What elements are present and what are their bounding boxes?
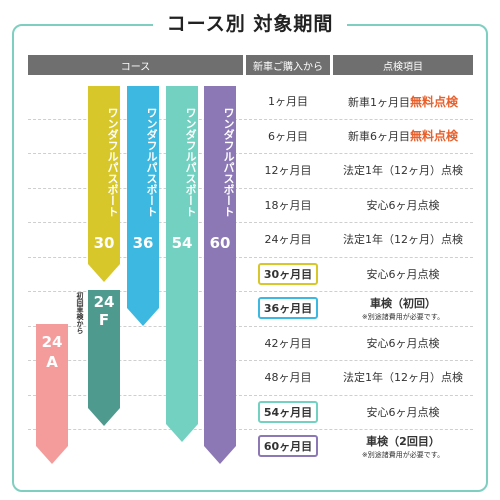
page-title-overlay: コース別 対象期間 <box>152 8 348 36</box>
row-item: 法定1年（12ヶ月）点検 <box>343 233 463 246</box>
header-course: コース <box>28 55 243 75</box>
side-note: 初回車検から <box>76 292 84 334</box>
row-divider <box>28 325 473 327</box>
row-item-cell: 安心6ヶ月点検 <box>333 257 473 291</box>
row-month: 6ヶ月目 <box>268 129 308 143</box>
row-highlight: 無料点検 <box>409 129 458 143</box>
course-36-number: 36 <box>132 234 154 252</box>
row-month-cell: 30ヶ月目 <box>246 257 330 291</box>
row-item: 車検（2回目） <box>366 434 440 448</box>
row-item: 安心6ヶ月点検 <box>366 198 440 212</box>
header-purchase: 新車ご購入から <box>246 55 330 75</box>
row-item-cell: 法定1年（12ヶ月）点検 <box>333 153 473 187</box>
course-54-label: ワンダフルパスポート <box>184 107 197 217</box>
row-month: 42ヶ月目 <box>264 336 312 350</box>
row-item-line: 新車6ヶ月目無料点検 <box>348 127 458 144</box>
row-item-line: 安心6ヶ月点検 <box>367 404 440 420</box>
row-divider <box>28 291 473 292</box>
row-item-cell: 新車1ヶ月目無料点検 <box>333 84 473 118</box>
arrow-60-shape <box>204 86 236 464</box>
row-item-line: 車検（初回） <box>370 295 436 311</box>
course-arrow-60: ワンダフルパスポート 60 <box>204 86 236 464</box>
row-item: 車検（初回） <box>370 296 436 310</box>
row-divider <box>28 429 473 430</box>
row-month-cell: 60ヶ月目 <box>246 429 330 463</box>
row-divider <box>28 118 473 120</box>
row-note: ※別途諸費用が必要です。 <box>361 312 445 321</box>
row-item-line: 法定1年（12ヶ月）点検 <box>343 369 463 385</box>
course-60-label: ワンダフルパスポート <box>222 107 235 217</box>
row-divider <box>28 256 473 258</box>
row-item-line: 法定1年（12ヶ月）点検 <box>343 231 463 247</box>
row-month-cell: 24ヶ月目 <box>246 222 330 256</box>
row-highlight: 無料点検 <box>409 94 458 109</box>
row-month: 1ヶ月目 <box>268 95 308 108</box>
row-item: 法定1年（12ヶ月）点検 <box>343 371 463 384</box>
row-item: 安心6ヶ月点検 <box>366 336 440 350</box>
arrow-30-shape <box>88 86 120 282</box>
course-arrow-54: ワンダフルパスポート 54 <box>166 86 198 442</box>
row-month-cell: 42ヶ月目 <box>246 326 330 360</box>
row-item-cell: 車検（2回目） ※別途諸費用が必要です。 <box>333 429 473 463</box>
row-month-cell: 36ヶ月目 <box>246 291 330 325</box>
arrow-24f-shape <box>88 290 120 426</box>
course-24a-number-line2: A <box>46 353 58 371</box>
row-item-cell: 法定1年（12ヶ月）点検 <box>333 222 473 256</box>
row-item-cell: 法定1年（12ヶ月）点検 <box>333 360 473 394</box>
row-item-cell: 安心6ヶ月点検 <box>333 395 473 429</box>
row-divider <box>28 153 473 154</box>
row-item-line: 安心6ヶ月点検 <box>367 266 440 282</box>
course-30-number-display: 30 <box>93 234 115 252</box>
row-month: 30ヶ月目 <box>257 262 319 285</box>
row-month: 48ヶ月目 <box>264 371 312 384</box>
row-divider <box>28 222 473 223</box>
row-divider <box>28 187 473 189</box>
arrow-54-shape <box>166 86 198 442</box>
course-arrow-30: ワンダフルパスポート 30 <box>88 86 120 340</box>
row-item-line: 新車1ヶ月目無料点検 <box>348 93 458 110</box>
row-item: 新車6ヶ月目 <box>347 130 410 143</box>
row-month: 18ヶ月目 <box>264 198 312 212</box>
row-month-cell: 54ヶ月目 <box>246 395 330 429</box>
title-overlay: コース別 対象期間 <box>0 4 500 40</box>
row-item: 安心6ヶ月点検 <box>366 405 440 419</box>
row-month-cell: 12ヶ月目 <box>246 153 330 187</box>
row-divider <box>28 360 473 361</box>
course-arrow-36: ワンダフルパスポート 36 <box>127 86 159 326</box>
row-item-line: 車検（2回目） <box>366 433 440 449</box>
header-item: 点検項目 <box>333 55 473 75</box>
row-month: 54ヶ月目 <box>257 400 319 423</box>
row-item-cell: 安心6ヶ月点検 <box>333 326 473 360</box>
course-arrow-24a: 24 A <box>36 324 68 464</box>
course-24f-number-line2: F <box>98 311 110 329</box>
course-54-number: 54 <box>171 234 193 252</box>
row-item-line: 安心6ヶ月点検 <box>367 335 440 351</box>
row-month-cell: 48ヶ月目 <box>246 360 330 394</box>
row-item: 安心6ヶ月点検 <box>366 267 440 281</box>
row-month: 24ヶ月目 <box>264 233 312 246</box>
row-month: 60ヶ月目 <box>257 435 319 457</box>
row-month: 36ヶ月目 <box>257 297 319 319</box>
course-30-label: ワンダフルパスポート <box>106 107 119 217</box>
course-24a-number-line1: 24 <box>41 333 63 351</box>
row-month: 12ヶ月目 <box>264 164 312 177</box>
row-note: ※別途諸費用が必要です。 <box>361 450 445 459</box>
row-month-cell: 18ヶ月目 <box>246 188 330 222</box>
row-month-cell: 1ヶ月目 <box>246 84 330 118</box>
course-36-label: ワンダフルパスポート <box>145 107 158 217</box>
row-month-cell: 6ヶ月目 <box>246 119 330 153</box>
row-item-line: 安心6ヶ月点検 <box>367 197 440 213</box>
row-item-cell: 新車6ヶ月目無料点検 <box>333 119 473 153</box>
row-item-cell: 車検（初回） ※別途諸費用が必要です。 <box>333 291 473 325</box>
arrow-24a-shape <box>36 324 68 464</box>
row-item-line: 法定1年（12ヶ月）点検 <box>343 162 463 178</box>
row-item: 法定1年（12ヶ月）点検 <box>343 164 463 177</box>
row-item-cell: 安心6ヶ月点検 <box>333 188 473 222</box>
row-divider <box>28 394 473 396</box>
course-60-number: 60 <box>209 234 231 252</box>
course-arrow-24f: 24 F <box>88 290 120 426</box>
row-item: 新車1ヶ月目 <box>347 95 410 109</box>
course-24f-number-line1: 24 <box>93 293 115 311</box>
arrow-36-shape <box>127 86 159 326</box>
